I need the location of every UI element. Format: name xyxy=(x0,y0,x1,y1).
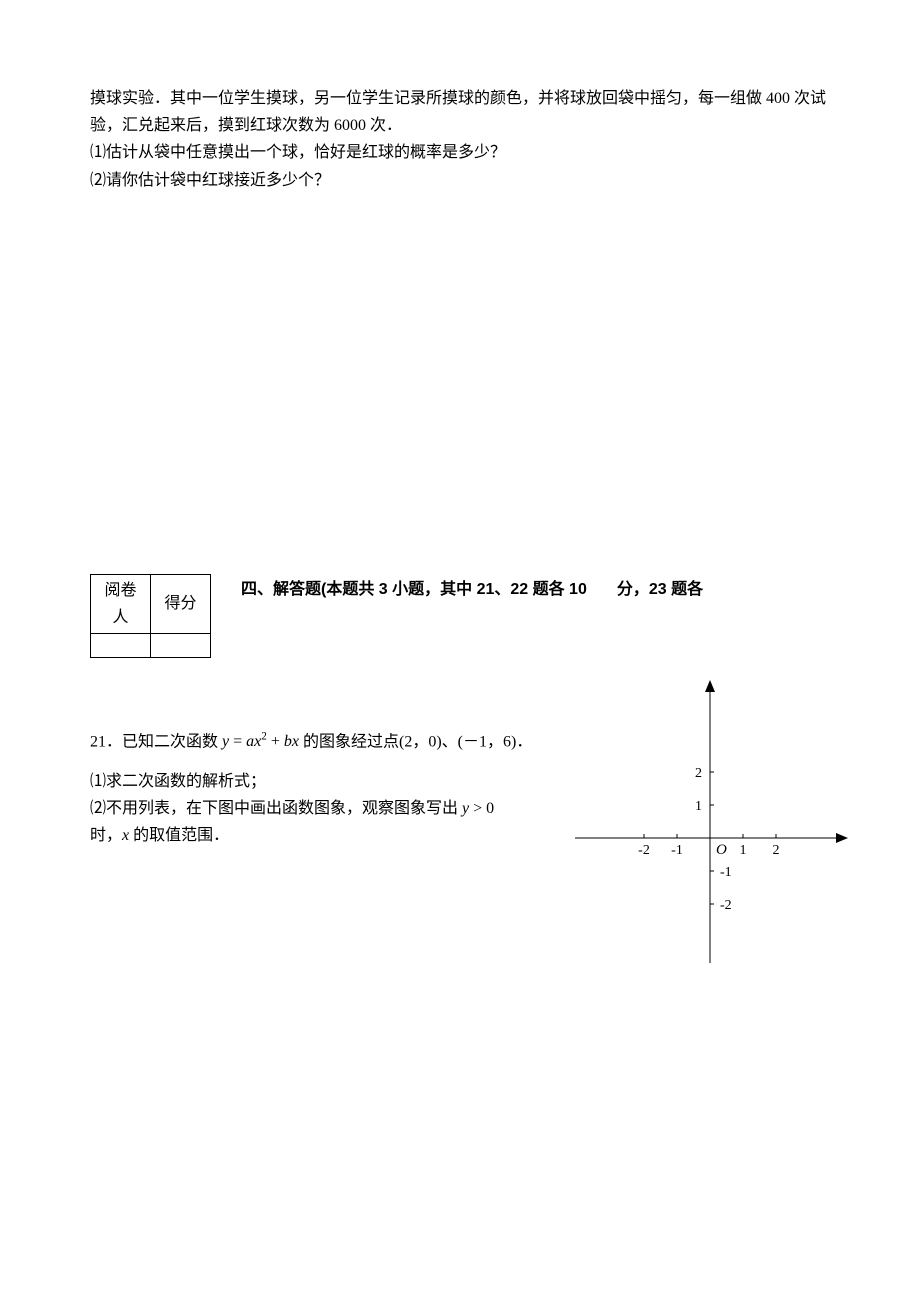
section-title-head: 四、解答题(本题共 3 小题，其中 21、22 题各 10 xyxy=(241,581,587,598)
q21-sub2a: ⑵不用列表，在下图中画出函数图象，观察图象写出 xyxy=(90,800,462,817)
q21-sub2-line1: ⑵不用列表，在下图中画出函数图象，观察图象写出 y > 0 xyxy=(90,795,650,822)
section-title: 四、解答题(本题共 3 小题，其中 21、22 题各 10 分，23 题各 xyxy=(241,574,703,603)
grade-table-examiner-cell[interactable] xyxy=(91,634,151,658)
q21-sub2c-text: 的取值范围． xyxy=(129,827,229,844)
svg-text:-1: -1 xyxy=(671,843,683,858)
question-21: 21．已知二次函数 y = ax2 + bx 的图象经过点(2，0)、(－1，6… xyxy=(90,728,830,849)
q21-number: 21． xyxy=(90,733,122,750)
formula-b: b xyxy=(284,733,292,750)
top-line-3: ⑵请你估计袋中红球接近多少个？ xyxy=(90,167,830,194)
section-title-tail: 分，23 题各 xyxy=(617,581,703,598)
formula-a: a xyxy=(246,733,254,750)
svg-text:O: O xyxy=(716,842,727,858)
grade-table-score-label: 得分 xyxy=(151,574,211,633)
q21-sub2-line2: 时，x 的取值范围． xyxy=(90,822,650,849)
svg-text:2: 2 xyxy=(773,843,780,858)
q21-stem: 21．已知二次函数 y = ax2 + bx 的图象经过点(2，0)、(－1，6… xyxy=(90,728,650,756)
top-line-2: ⑴估计从袋中任意摸出一个球，恰好是红球的概率是多少？ xyxy=(90,139,830,166)
grade-table-examiner-label: 阅卷人 xyxy=(91,574,151,633)
formula-plus: + xyxy=(267,733,284,750)
q21-sub2-gt: > 0 xyxy=(469,800,494,817)
svg-text:-1: -1 xyxy=(720,865,732,880)
grade-table-score-cell[interactable] xyxy=(151,634,211,658)
svg-text:1: 1 xyxy=(695,799,702,814)
svg-text:1: 1 xyxy=(740,843,747,858)
coordinate-axes: -2 -1 1 2 2 1 -1 -2 O xyxy=(570,678,850,968)
svg-text:-2: -2 xyxy=(720,898,732,913)
section-header-row: 阅卷人 得分 四、解答题(本题共 3 小题，其中 21、22 题各 10 分，23… xyxy=(90,574,830,658)
q21-sub2b: 时， xyxy=(90,827,122,844)
top-line-1: 摸球实验．其中一位学生摸球，另一位学生记录所摸球的颜色，并将球放回袋中摇匀，每一… xyxy=(90,85,830,139)
formula-x2: x xyxy=(292,733,299,750)
q21-formula: y = ax2 + bx xyxy=(222,733,299,750)
q21-pre: 已知二次函数 xyxy=(122,733,222,750)
svg-text:-2: -2 xyxy=(638,843,650,858)
q21-content: 21．已知二次函数 y = ax2 + bx 的图象经过点(2，0)、(－1，6… xyxy=(90,728,650,849)
grade-table: 阅卷人 得分 xyxy=(90,574,211,658)
q21-sub1: ⑴求二次函数的解析式； xyxy=(90,768,650,795)
q21-post: 的图象经过点(2，0)、(－1，6)． xyxy=(299,733,532,750)
problem-continuation: 摸球实验．其中一位学生摸球，另一位学生记录所摸球的颜色，并将球放回袋中摇匀，每一… xyxy=(90,85,830,194)
svg-text:2: 2 xyxy=(695,766,702,781)
formula-eq: = xyxy=(229,733,246,750)
